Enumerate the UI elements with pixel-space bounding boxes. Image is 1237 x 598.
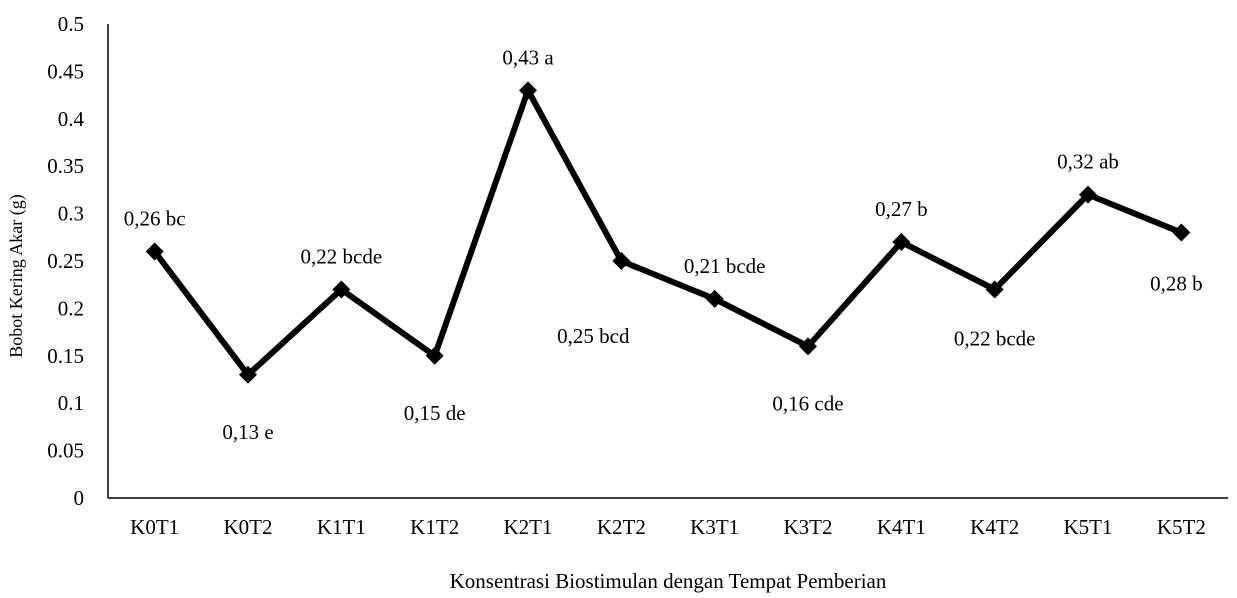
data-label: 0,16 cde [772,391,843,415]
data-label: 0,13 e [222,420,273,444]
data-label: 0,22 bcde [301,244,383,268]
x-axis-title: Konsentrasi Biostimulan dengan Tempat Pe… [450,569,887,593]
data-label: 0,26 bc [124,207,186,231]
series-line [152,83,1183,380]
data-point-marker [425,346,444,365]
x-tick-label: K5T2 [1157,515,1206,539]
x-tick-label: K0T2 [224,515,273,539]
x-tick-label: K1T1 [317,515,366,539]
data-point-marker [985,280,1004,299]
y-axis-title: Bobot Kering Akar (g) [6,194,27,357]
data-point-marker [239,365,257,384]
y-tick-label: 0.25 [47,249,84,273]
x-tick-label: K4T1 [877,515,926,539]
x-tick-label: K2T1 [504,515,553,539]
data-label: 0,43 a [502,45,554,69]
x-tick-label: K2T2 [597,515,646,539]
y-tick-label: 0.05 [47,439,84,463]
data-point-marker [705,289,724,308]
y-tick-label: 0.2 [58,296,84,320]
y-tick-label: 0.45 [47,59,84,83]
y-tick-label: 0.35 [47,154,84,178]
y-tick-label: 0.15 [47,344,84,368]
x-tick-label: K3T1 [690,515,739,539]
data-point-marker [332,280,351,299]
y-tick-label: 0.1 [58,391,84,415]
data-point-marker [1079,185,1097,204]
data-label: 0,22 bcde [954,326,1036,350]
data-labels: 0,26 bc 0,13 e 0,22 bcde 0,15 de 0,43 a 0,25 … [124,45,1203,443]
x-tick-label: K5T1 [1064,515,1113,539]
x-tick-label: K3T2 [784,515,833,539]
data-label: 0,21 bcde [684,254,766,278]
data-label: 0,27 b [875,197,928,221]
data-point-marker [612,252,631,270]
series [152,83,1183,380]
markers [145,81,1191,384]
x-axis: K0T1 K0T2 K1T1 K1T2 K2T1 K2T2 K3T1 K3T2 K4T1 K4T2… [108,497,1228,539]
x-tick-label: K0T1 [130,515,179,539]
data-point-marker [892,233,911,252]
x-tick-label: K1T2 [410,515,459,539]
y-tick-label: 0.5 [58,12,84,36]
data-point-marker [519,81,537,100]
data-point-marker [1172,223,1191,242]
data-label: 0,15 de [404,401,466,425]
data-label: 0,28 b [1150,272,1203,296]
data-label: 0,32 ab [1057,150,1119,174]
y-tick-label: 0.4 [58,107,85,131]
y-tick-label: 0 [74,486,85,510]
y-tick-label: 0.3 [58,202,84,226]
x-tick-label: K4T2 [970,515,1019,539]
data-point-marker [145,242,164,261]
y-axis: 0 0.05 0.1 0.15 0.2 0.25 0.3 0.35 0.4 0.45 0.5 [47,12,109,510]
data-label: 0,25 bcd [557,324,630,348]
data-point-marker [799,337,817,356]
